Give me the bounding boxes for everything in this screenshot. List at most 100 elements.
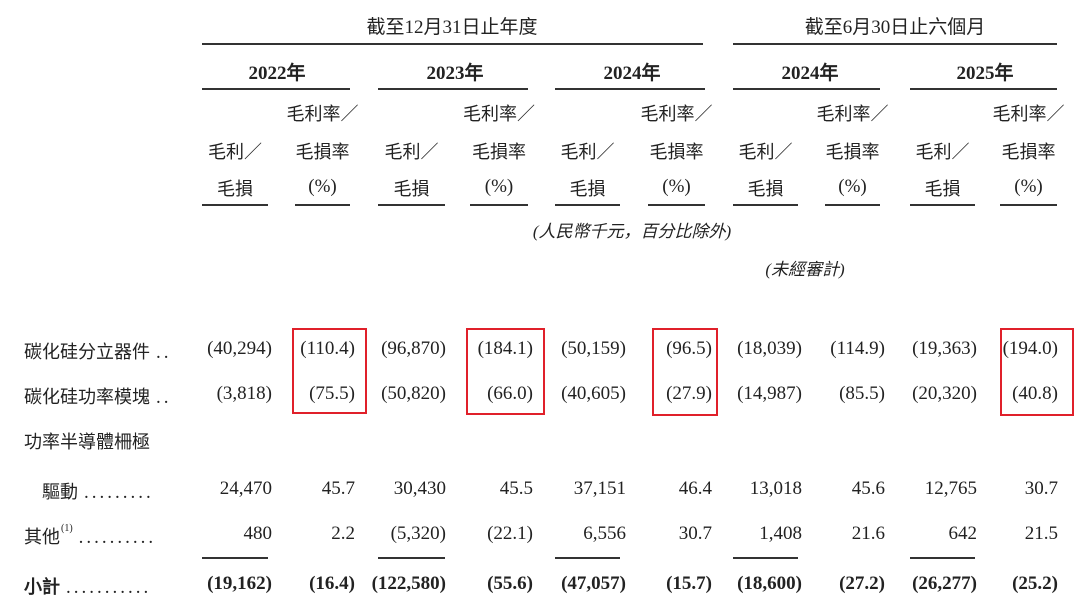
table-cell: (22.1) [487,523,533,544]
unit-note: (人民幣千元，百分比除外) [532,222,732,241]
table-cell: (122,580) [371,573,446,594]
year-header: 2022年 [248,63,306,84]
divider [295,204,350,206]
year-header: 2024年 [781,63,839,84]
column-header-gross-profit: 毛利／ [915,142,970,163]
divider [555,88,705,90]
table-cell: (114.9) [830,338,885,359]
divider [202,88,350,90]
table-cell: (26,277) [912,573,977,594]
row-label-group: 小計........... [24,573,151,599]
column-header-margin: 毛利率／ [992,104,1065,125]
column-header-gross-profit: 毛損 [569,179,606,200]
table-cell: (96,870) [381,338,446,359]
group-header-interim: 截至6月30日止六個月 [804,17,986,38]
row-label-group: 碳化硅分立器件.. [24,338,172,364]
table-cell: 30.7 [1024,478,1058,499]
subtotal-underline [202,557,268,559]
row-label: 其他 [24,527,60,548]
column-header-margin: 毛利率／ [640,104,713,125]
table-cell: (40,605) [561,383,626,404]
table-cell: (75.5) [309,383,355,404]
leader-dots: .. [156,342,172,363]
table-cell: 12,765 [924,478,977,499]
table-cell: (55.6) [487,573,533,594]
table-cell: 46.4 [678,478,712,499]
divider [825,204,880,206]
table-cell: (47,057) [561,573,626,594]
column-header-margin: 毛利率／ [816,104,889,125]
column-header-gross-profit: 毛損 [393,179,430,200]
table-cell: (3,818) [216,383,272,404]
group-header-annual: 截至12月31日止年度 [366,17,538,38]
table-cell: (40,294) [207,338,272,359]
subtotal-underline [733,557,798,559]
table-cell: 45.5 [499,478,533,499]
table-cell: (194.0) [1002,338,1058,359]
leader-dots: .. [156,387,172,408]
subtotal-underline [910,557,975,559]
column-header-gross-profit: 毛損 [747,179,784,200]
table-cell: (20,320) [912,383,977,404]
column-header-margin: 毛損率 [825,142,880,163]
year-header: 2023年 [426,63,484,84]
year-header: 2025年 [956,63,1014,84]
table-cell: 1,408 [759,523,802,544]
table-cell: (96.5) [666,338,712,359]
unaudited-note: (未經審計) [765,260,845,279]
subtotal-underline [378,557,445,559]
column-header-gross-profit: 毛利／ [560,142,615,163]
table-cell: 642 [948,523,978,544]
column-header-gross-profit: 毛利／ [208,142,262,163]
year-header: 2024年 [603,63,661,84]
table-cell: (110.4) [300,338,355,359]
table-cell: (184.1) [477,338,533,359]
footnote-marker: (1) [61,523,73,534]
table-cell: 30,430 [393,478,446,499]
table-cell: 6,556 [583,523,626,544]
column-header-margin: (%) [308,176,337,197]
highlight-box [1000,328,1074,416]
leader-dots: ......... [84,482,154,503]
divider [202,204,268,206]
column-header-gross-profit: 毛利／ [384,142,439,163]
row-label: 驅動 [42,482,78,503]
divider [470,204,528,206]
table-cell: (85.5) [839,383,885,404]
highlight-box [292,328,367,414]
divider [733,43,1057,45]
table-cell: 37,151 [573,478,626,499]
column-header-gross-profit: 毛利／ [738,142,793,163]
column-header-margin: 毛利率／ [286,104,359,125]
divider [202,43,703,45]
row-label-group: 驅動......... [42,478,154,504]
subtotal-underline [555,557,620,559]
table-cell: 45.6 [851,478,885,499]
column-header-margin: 毛損率 [472,142,526,163]
table-cell: (19,162) [207,573,272,594]
table-cell: (15.7) [666,573,712,594]
table-cell: (27.2) [839,573,885,594]
column-header-gross-profit: 毛損 [924,179,961,200]
table-cell: (19,363) [912,338,977,359]
table-cell: 21.5 [1024,523,1058,544]
leader-dots: ........... [66,577,152,598]
table-cell: (25.2) [1012,573,1058,594]
column-header-margin: 毛損率 [295,142,350,163]
column-header-margin: 毛損率 [1001,142,1056,163]
table-cell: (18,039) [737,338,802,359]
highlight-box [652,328,718,416]
row-label-group: 其他 (1).......... [24,523,156,549]
table-cell: 24,470 [219,478,272,499]
column-header-margin: 毛利率／ [463,104,535,125]
table-cell: (40.8) [1012,383,1058,404]
row-label: 碳化硅分立器件 [24,342,150,363]
divider [733,88,880,90]
divider [555,204,620,206]
divider [910,88,1057,90]
table-cell: 2.2 [331,523,355,544]
row-label: 碳化硅功率模塊 [24,387,150,408]
leader-dots: .......... [78,527,157,548]
divider [378,204,445,206]
table-cell: 21.6 [851,523,885,544]
